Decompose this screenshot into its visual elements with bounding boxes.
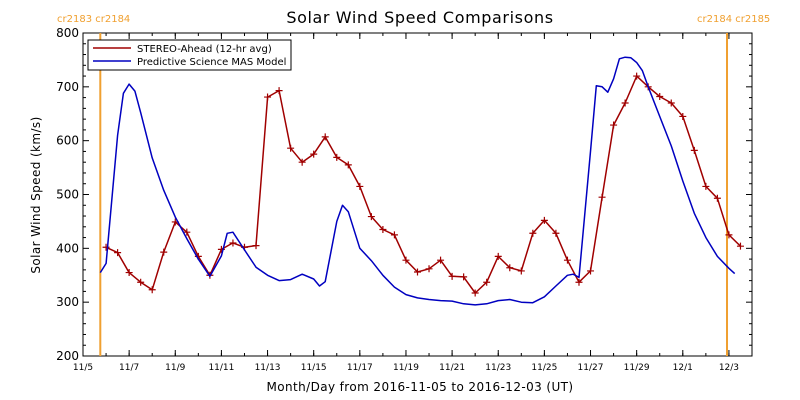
carrington-label-left: cr2183 cr2184 <box>57 14 130 25</box>
data-point-marker <box>114 249 122 257</box>
data-point-marker <box>460 273 468 281</box>
data-point-marker <box>667 99 675 107</box>
data-point-marker <box>702 182 710 190</box>
data-point-marker <box>264 93 272 101</box>
y-tick-label: 300 <box>56 295 79 309</box>
data-point-marker <box>148 286 156 294</box>
data-point-marker <box>310 150 318 158</box>
data-point-marker <box>633 72 641 80</box>
data-point-marker <box>229 239 237 247</box>
data-point-marker <box>552 229 560 237</box>
data-point-marker <box>679 112 687 120</box>
data-point-marker <box>321 133 329 141</box>
data-point-marker <box>252 242 260 250</box>
x-tick-label: 11/23 <box>485 363 511 373</box>
data-point-marker <box>437 256 445 264</box>
y-tick-label: 800 <box>56 26 79 40</box>
data-point-marker <box>621 99 629 107</box>
data-point-marker <box>517 267 525 275</box>
data-point-marker <box>725 231 733 239</box>
data-point-marker <box>713 194 721 202</box>
data-point-marker <box>402 256 410 264</box>
x-tick-label: 11/13 <box>255 363 281 373</box>
data-point-marker <box>275 87 283 95</box>
x-tick-label: 11/25 <box>531 363 557 373</box>
data-point-marker <box>587 267 595 275</box>
legend-label-mas: Predictive Science MAS Model <box>137 57 286 68</box>
data-point-marker <box>287 144 295 152</box>
x-axis-label: Month/Day from 2016-11-05 to 2016-12-03 … <box>267 380 574 394</box>
x-tick-label: 11/19 <box>393 363 419 373</box>
data-point-marker <box>344 161 352 169</box>
series-line-mas <box>99 56 736 306</box>
x-tick-label: 11/5 <box>73 363 93 373</box>
data-point-marker <box>102 243 110 251</box>
plot-area: 200 300 400 500 600 700 800 11/5 11/7 11/9 11/11 11… <box>56 26 753 373</box>
chart-title: Solar Wind Speed Comparisons <box>286 8 553 27</box>
x-tick-label: 11/27 <box>578 363 604 373</box>
x-tick-label: 12/1 <box>673 363 693 373</box>
data-point-marker <box>367 213 375 221</box>
data-point-marker <box>356 182 364 190</box>
x-tick-label: 11/15 <box>301 363 327 373</box>
x-tick-label: 11/9 <box>165 363 185 373</box>
data-point-marker <box>506 264 514 272</box>
data-point-marker <box>137 278 145 286</box>
data-point-marker <box>575 278 583 286</box>
x-tick-label: 11/7 <box>119 363 139 373</box>
data-point-marker <box>540 216 548 224</box>
x-tick-label: 11/21 <box>439 363 465 373</box>
data-point-marker <box>125 269 133 277</box>
x-tick-label: 12/3 <box>719 363 739 373</box>
data-point-marker <box>736 242 744 250</box>
data-point-marker <box>298 158 306 166</box>
data-point-marker <box>598 193 606 201</box>
x-tick-label: 11/11 <box>208 363 234 373</box>
data-point-marker <box>494 252 502 260</box>
data-point-marker <box>483 278 491 286</box>
data-point-marker <box>333 153 341 161</box>
x-tick-label: 11/17 <box>347 363 373 373</box>
data-point-marker <box>471 289 479 297</box>
carrington-label-right: cr2184 cr2185 <box>697 14 770 25</box>
data-point-marker <box>425 265 433 273</box>
data-point-marker <box>448 272 456 280</box>
y-axis-label: Solar Wind Speed (km/s) <box>29 116 43 273</box>
data-point-marker <box>183 228 191 236</box>
data-point-marker <box>610 121 618 129</box>
y-tick-label: 700 <box>56 80 79 94</box>
legend-box <box>87 39 292 71</box>
data-point-marker <box>414 268 421 276</box>
y-tick-label: 400 <box>56 241 79 255</box>
data-point-marker <box>160 248 168 256</box>
data-point-marker <box>656 93 664 101</box>
data-point-marker <box>379 225 387 233</box>
data-point-marker <box>390 231 398 239</box>
legend: STEREO-Ahead (12-hr avg) Predictive Scie… <box>87 39 292 71</box>
data-point-marker <box>529 229 537 237</box>
y-tick-label: 500 <box>56 188 79 202</box>
series-line-stereo <box>105 75 742 294</box>
data-point-marker <box>563 256 571 264</box>
data-point-marker <box>690 146 698 154</box>
legend-label-stereo: STEREO-Ahead (12-hr avg) <box>137 44 272 55</box>
y-tick-label: 200 <box>56 349 79 363</box>
x-tick-label: 11/29 <box>624 363 650 373</box>
y-tick-label: 600 <box>56 134 79 148</box>
